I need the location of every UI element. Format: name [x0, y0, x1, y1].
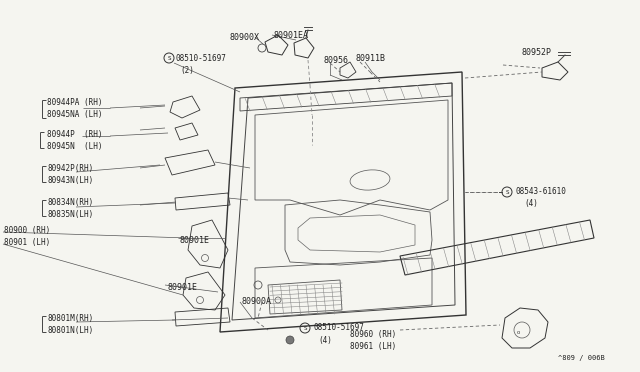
Text: 80900X: 80900X	[230, 32, 260, 42]
Text: ^809 / 006B: ^809 / 006B	[558, 355, 605, 361]
Text: 80942P(RH): 80942P(RH)	[47, 164, 93, 173]
Text: 80901E: 80901E	[180, 235, 210, 244]
Text: 80801N(LH): 80801N(LH)	[47, 326, 93, 334]
Text: 80952P: 80952P	[522, 48, 552, 57]
Text: S: S	[167, 55, 171, 61]
Text: 80901 (LH): 80901 (LH)	[4, 237, 51, 247]
Text: 08510-51697: 08510-51697	[313, 323, 364, 331]
Text: 80900A: 80900A	[242, 298, 272, 307]
Text: 80900 (RH): 80900 (RH)	[4, 225, 51, 234]
Text: 80945NA (LH): 80945NA (LH)	[47, 109, 102, 119]
Text: 80944P  (RH): 80944P (RH)	[47, 129, 102, 138]
Text: 08510-51697: 08510-51697	[175, 54, 226, 62]
Text: 80945N  (LH): 80945N (LH)	[47, 141, 102, 151]
Text: 80901EA: 80901EA	[274, 31, 309, 39]
Text: (2): (2)	[180, 65, 194, 74]
Text: 80901E: 80901E	[167, 282, 197, 292]
Text: 80834N(RH): 80834N(RH)	[47, 198, 93, 206]
Text: (4): (4)	[524, 199, 538, 208]
Text: 80835N(LH): 80835N(LH)	[47, 209, 93, 218]
Text: 80956: 80956	[324, 55, 349, 64]
Text: 80944PA (RH): 80944PA (RH)	[47, 97, 102, 106]
Text: 80801M(RH): 80801M(RH)	[47, 314, 93, 323]
Text: 80960 (RH): 80960 (RH)	[350, 330, 396, 339]
Text: S: S	[505, 189, 509, 195]
Text: (4): (4)	[318, 336, 332, 344]
Text: 08543-61610: 08543-61610	[515, 186, 566, 196]
Text: 80911B: 80911B	[356, 54, 386, 62]
Text: 80943N(LH): 80943N(LH)	[47, 176, 93, 185]
Circle shape	[286, 336, 294, 344]
Text: 80961 (LH): 80961 (LH)	[350, 341, 396, 350]
Text: S: S	[303, 326, 307, 330]
Text: o: o	[516, 330, 520, 334]
